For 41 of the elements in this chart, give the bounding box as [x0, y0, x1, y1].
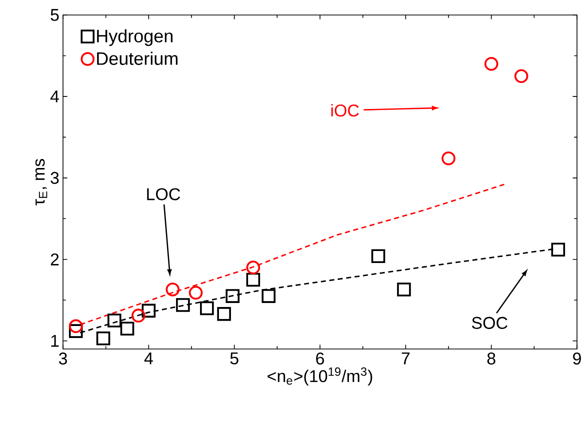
point	[96, 331, 110, 346]
x-tick-label: 8	[487, 352, 496, 365]
x-axis-title: <n$_{e}$>(10$^{19}$/m$^{3}$)	[268, 367, 372, 386]
x-tick-label: 5	[230, 352, 238, 364]
point	[514, 69, 528, 83]
point	[176, 298, 190, 312]
x-tick-label: 6	[316, 352, 324, 365]
point	[442, 151, 456, 166]
legend-label: Deuterium	[97, 52, 178, 65]
x-tick-label: 7	[402, 352, 410, 364]
point	[120, 322, 134, 336]
point	[262, 289, 276, 303]
point	[142, 304, 156, 318]
y-tick-label: 3	[50, 172, 59, 184]
point	[68, 319, 83, 334]
point	[397, 282, 411, 296]
annotation: iOC	[331, 104, 359, 117]
y-tick-label: 5	[50, 9, 59, 21]
point	[551, 242, 566, 257]
x-tick-label: 4	[144, 352, 153, 364]
point	[166, 282, 180, 296]
point	[108, 314, 122, 328]
annotation: SOC	[472, 316, 508, 329]
x-tick-label: 3	[58, 352, 67, 365]
point	[246, 272, 260, 287]
legend-label: Hydrogen	[97, 29, 172, 46]
y-axis-title: τ$_{E}$, ms	[35, 158, 48, 206]
point	[246, 260, 260, 274]
point	[217, 307, 231, 321]
x-tick-label: 9	[573, 352, 581, 365]
point	[226, 289, 240, 303]
point	[188, 286, 203, 300]
point	[200, 301, 214, 316]
point	[371, 249, 386, 264]
y-tick-label: 4	[50, 90, 59, 102]
y-tick-label: 2	[50, 253, 59, 266]
annotation: LOC	[147, 188, 180, 200]
point	[484, 56, 498, 71]
point	[131, 308, 146, 322]
point	[68, 324, 83, 338]
y-tick-label: 1	[51, 334, 59, 347]
